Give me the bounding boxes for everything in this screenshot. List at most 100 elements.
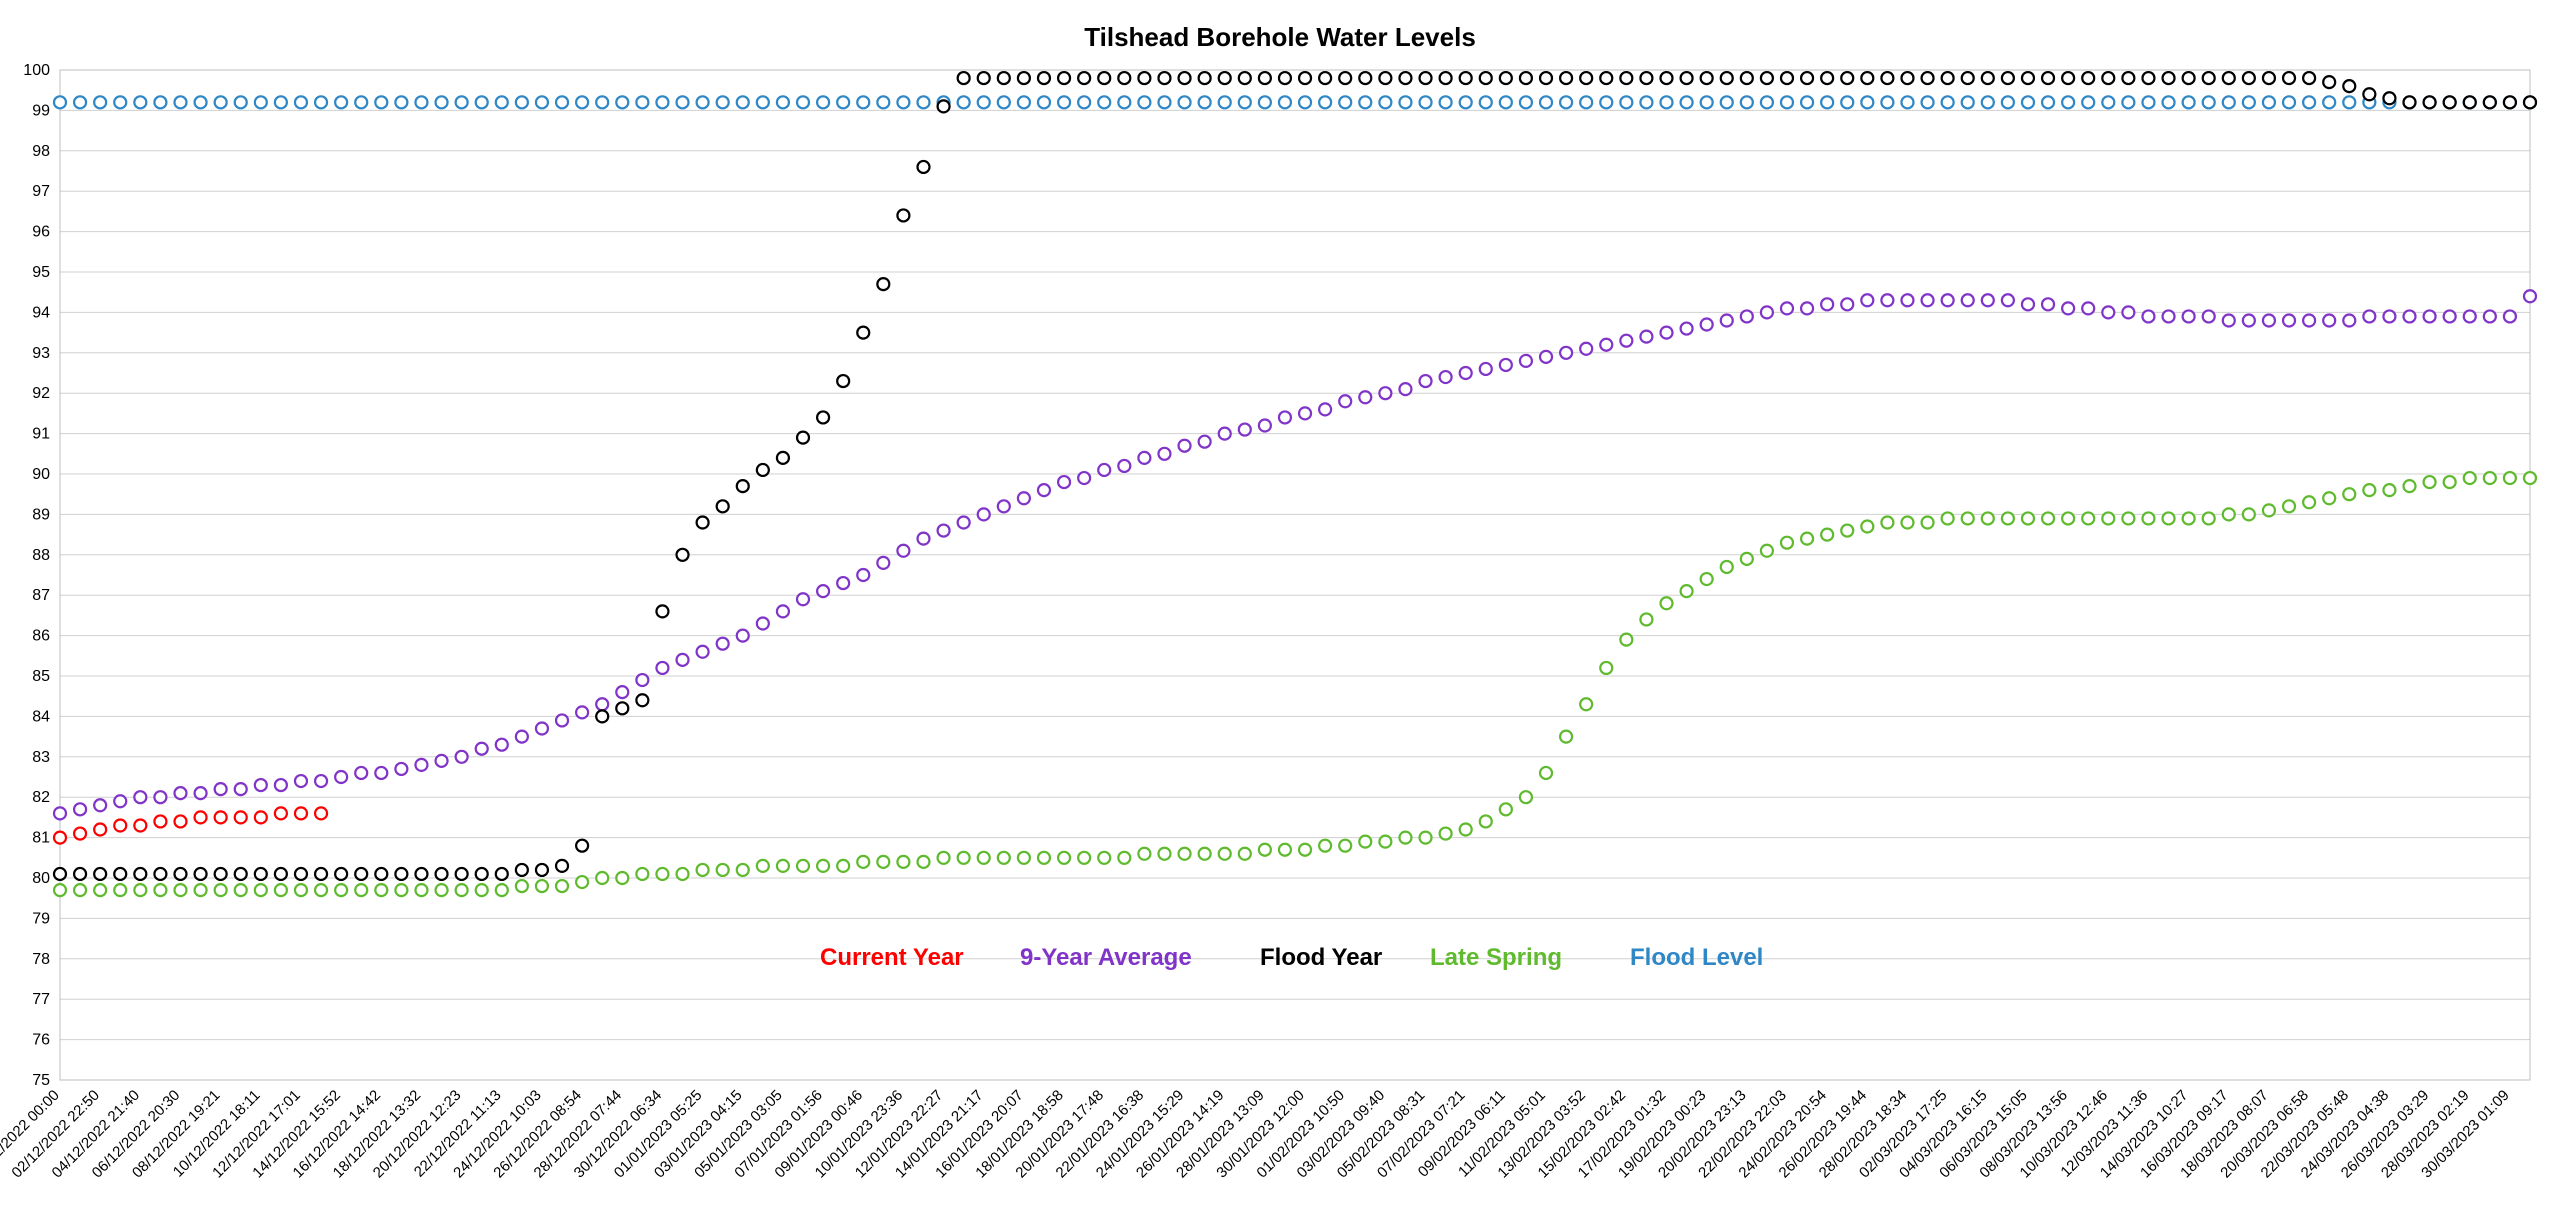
data-marker <box>2323 76 2335 88</box>
legend-item-2: Flood Year <box>1260 944 1382 971</box>
data-marker <box>235 783 247 795</box>
data-marker <box>2102 72 2114 84</box>
data-marker <box>1480 363 1492 375</box>
data-marker <box>1540 767 1552 779</box>
data-marker <box>74 96 86 108</box>
data-marker <box>114 868 126 880</box>
data-marker <box>476 884 488 896</box>
legend-item-0: Current Year <box>820 944 964 971</box>
data-marker <box>1821 529 1833 541</box>
data-marker <box>697 864 709 876</box>
data-marker <box>777 860 789 872</box>
data-marker <box>2022 512 2034 524</box>
data-marker <box>375 868 387 880</box>
data-marker <box>1199 848 1211 860</box>
data-marker <box>295 775 307 787</box>
data-marker <box>556 714 568 726</box>
data-marker <box>355 868 367 880</box>
data-marker <box>1781 537 1793 549</box>
data-marker <box>2002 72 2014 84</box>
data-marker <box>2223 72 2235 84</box>
data-marker <box>94 884 106 896</box>
data-marker <box>335 96 347 108</box>
data-marker <box>717 500 729 512</box>
y-tick-label: 87 <box>32 587 50 604</box>
data-marker <box>677 96 689 108</box>
data-marker <box>1861 521 1873 533</box>
data-marker <box>1781 302 1793 314</box>
data-marker <box>1359 96 1371 108</box>
data-marker <box>1299 844 1311 856</box>
data-marker <box>2444 310 2456 322</box>
data-marker <box>2504 472 2516 484</box>
data-marker <box>1038 72 1050 84</box>
data-marker <box>2303 314 2315 326</box>
data-marker <box>1299 407 1311 419</box>
data-marker <box>2504 310 2516 322</box>
data-marker <box>1319 840 1331 852</box>
data-marker <box>2464 96 2476 108</box>
data-marker <box>1701 319 1713 331</box>
data-marker <box>54 884 66 896</box>
y-tick-label: 98 <box>32 143 50 160</box>
data-marker <box>1500 72 1512 84</box>
data-marker <box>1158 848 1170 860</box>
data-marker <box>1560 731 1572 743</box>
data-marker <box>395 868 407 880</box>
data-marker <box>496 868 508 880</box>
data-marker <box>1460 824 1472 836</box>
data-marker <box>998 72 1010 84</box>
data-marker <box>1480 96 1492 108</box>
data-marker <box>636 674 648 686</box>
data-marker <box>656 605 668 617</box>
data-marker <box>1259 96 1271 108</box>
data-marker <box>918 856 930 868</box>
data-marker <box>74 868 86 880</box>
data-marker <box>335 884 347 896</box>
data-marker <box>1379 387 1391 399</box>
data-marker <box>2183 310 2195 322</box>
data-marker <box>978 852 990 864</box>
data-marker <box>2484 310 2496 322</box>
data-marker <box>1259 420 1271 432</box>
data-marker <box>1420 375 1432 387</box>
data-marker <box>1861 294 1873 306</box>
data-marker <box>295 884 307 896</box>
data-marker <box>1460 96 1472 108</box>
data-marker <box>978 96 990 108</box>
data-marker <box>2283 500 2295 512</box>
data-marker <box>275 779 287 791</box>
legend-item-4: Flood Level <box>1630 944 1763 971</box>
legend-item-3: Late Spring <box>1430 944 1562 971</box>
data-marker <box>1681 585 1693 597</box>
data-marker <box>1179 440 1191 452</box>
data-marker <box>1480 72 1492 84</box>
data-marker <box>1078 472 1090 484</box>
data-marker <box>877 278 889 290</box>
data-marker <box>1158 72 1170 84</box>
data-marker <box>456 751 468 763</box>
data-marker <box>1199 436 1211 448</box>
y-tick-label: 76 <box>32 1032 50 1049</box>
data-marker <box>1058 852 1070 864</box>
data-marker <box>1379 96 1391 108</box>
data-marker <box>1339 72 1351 84</box>
data-marker <box>516 96 528 108</box>
data-marker <box>1239 424 1251 436</box>
data-marker <box>677 654 689 666</box>
data-marker <box>958 516 970 528</box>
data-marker <box>2243 508 2255 520</box>
data-marker <box>2082 96 2094 108</box>
data-marker <box>677 868 689 880</box>
data-marker <box>1580 96 1592 108</box>
data-marker <box>1942 512 1954 524</box>
data-marker <box>2383 484 2395 496</box>
data-marker <box>958 852 970 864</box>
data-marker <box>1620 335 1632 347</box>
data-marker <box>636 694 648 706</box>
data-marker <box>556 96 568 108</box>
chart-container: 7576777879808182838485868788899091929394… <box>0 0 2560 1228</box>
data-marker <box>958 72 970 84</box>
data-marker <box>1078 72 1090 84</box>
data-marker <box>1661 597 1673 609</box>
